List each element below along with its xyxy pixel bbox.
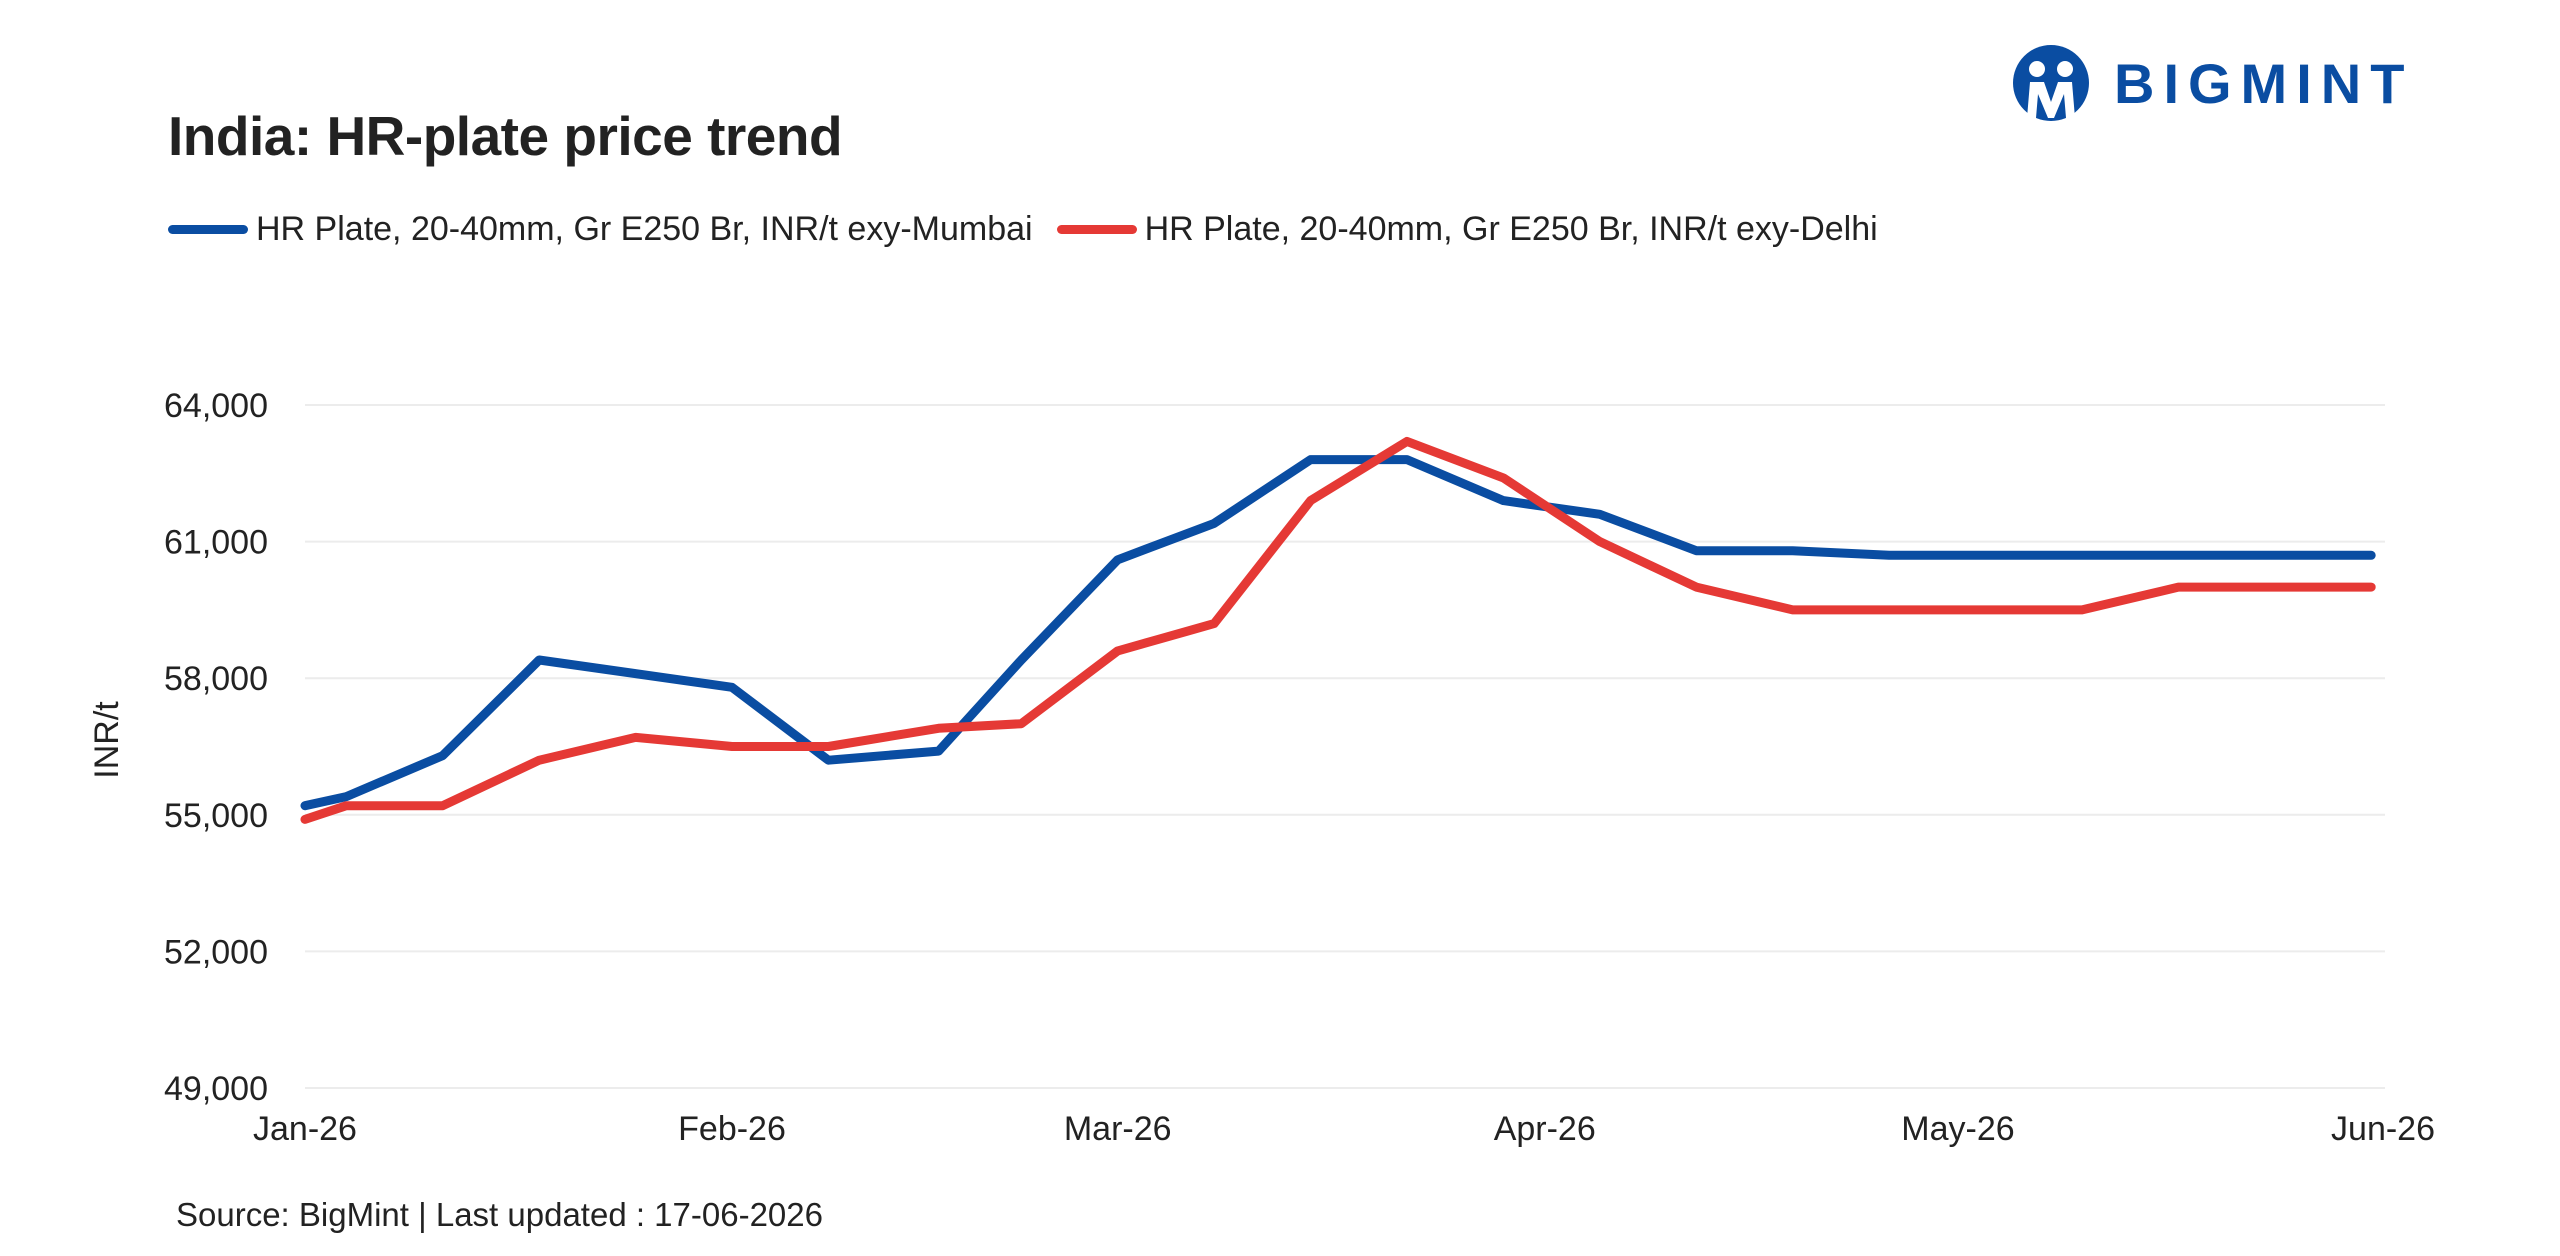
grid-lines [305, 404, 2385, 1089]
legend-label-mumbai: HR Plate, 20-40mm, Gr E250 Br, INR/t exy… [256, 210, 1033, 248]
y-tick-label: 55,000 [164, 797, 268, 835]
y-tick-label: 61,000 [164, 524, 268, 562]
legend: HR Plate, 20-40mm, Gr E250 Br, INR/t exy… [168, 210, 1902, 249]
x-tick-label: Jun-26 [2331, 1110, 2435, 1148]
x-tick-label: Feb-26 [678, 1110, 786, 1148]
series-line-mumbai [300, 455, 2376, 811]
bigmint-logo-text: BIGMINT [2114, 51, 2414, 115]
y-axis-label: INR/t [88, 701, 126, 779]
y-tick-label: 49,000 [164, 1070, 268, 1108]
series-line-delhi [300, 436, 2376, 824]
chart-title: India: HR-plate price trend [168, 105, 843, 167]
y-tick-label: 64,000 [164, 387, 268, 425]
y-tick-label: 52,000 [164, 933, 268, 971]
bigmint-logo: BIGMINT [2010, 44, 2413, 122]
y-tick-label: 58,000 [164, 660, 268, 698]
y-axis-ticks: 49,000 52,000 55,000 58,000 61,000 64,000 [164, 387, 268, 1108]
legend-item-mumbai[interactable]: HR Plate, 20-40mm, Gr E250 Br, INR/t exy… [168, 210, 1033, 249]
legend-item-delhi[interactable]: HR Plate, 20-40mm, Gr E250 Br, INR/t exy… [1056, 210, 1878, 249]
bigmint-logo-icon [2013, 45, 2089, 121]
series-lines [300, 436, 2376, 824]
legend-label-delhi: HR Plate, 20-40mm, Gr E250 Br, INR/t exy… [1144, 210, 1878, 248]
legend-swatch-delhi [1056, 225, 1137, 234]
source-note: Source: BigMint | Last updated : 17-06-2… [176, 1196, 823, 1233]
x-axis-ticks: Jan-26 Feb-26 Mar-26 Apr-26 May-26 Jun-26 [253, 1110, 2435, 1148]
x-tick-label: Apr-26 [1494, 1110, 1596, 1148]
x-tick-label: May-26 [1901, 1110, 2014, 1148]
x-tick-label: Mar-26 [1064, 1110, 1172, 1148]
legend-swatch-mumbai [168, 225, 248, 234]
x-tick-label: Jan-26 [253, 1110, 357, 1148]
